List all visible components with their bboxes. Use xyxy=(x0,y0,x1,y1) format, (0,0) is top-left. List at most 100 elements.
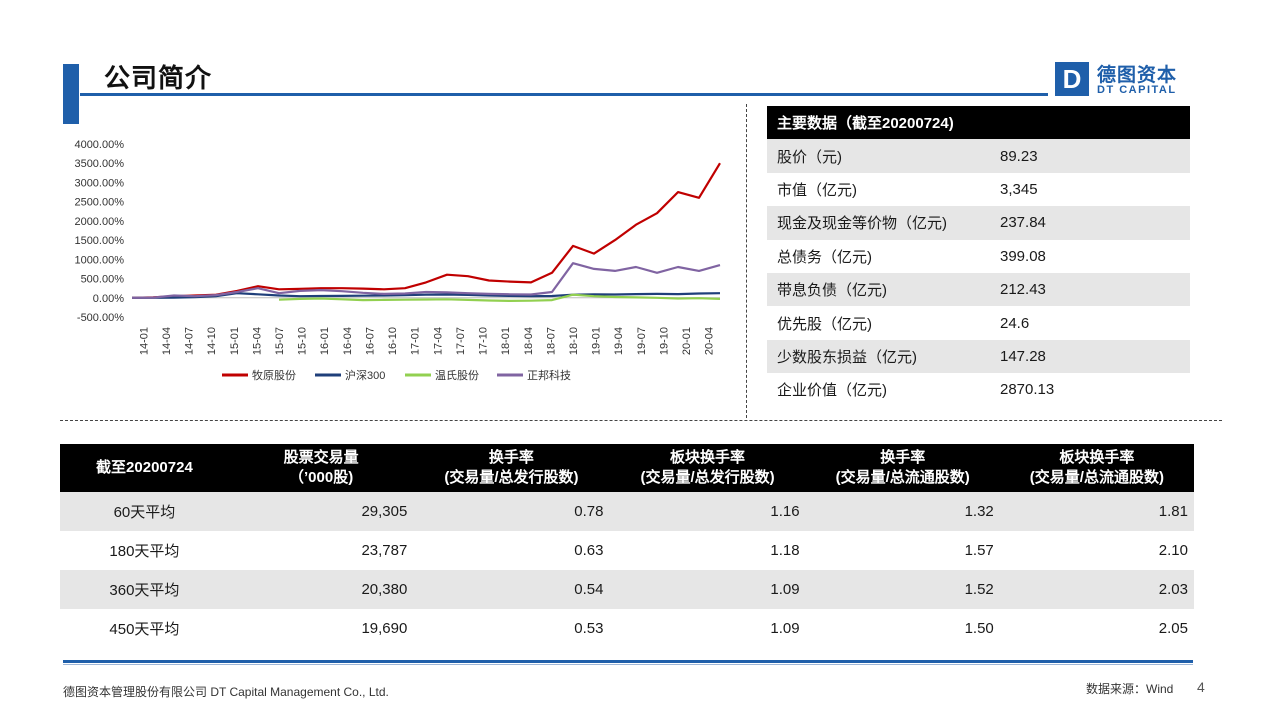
table-cell: 1.09 xyxy=(609,570,806,609)
data-source: 数据来源：Wind xyxy=(1086,682,1174,696)
legend-label: 沪深300 xyxy=(345,368,385,382)
table-cell: 1.81 xyxy=(999,492,1194,531)
x-tick-label: 16-07 xyxy=(364,327,376,355)
x-tick-label: 14-01 xyxy=(138,327,150,355)
legend-label: 温氏股份 xyxy=(435,369,479,382)
series-line xyxy=(278,293,721,302)
price-performance-chart: 4000.00% 3500.00% 3000.00% 2500.00% 2000.00%… xyxy=(60,130,730,390)
column-header: 换手率 (交易量/总流通股数) xyxy=(805,444,1000,492)
x-tick-label: 15-04 xyxy=(251,327,263,355)
turnover-table: 截至20200724 股票交易量 （’000股) 换手率 (交易量/总发行股数) 板… xyxy=(60,444,1194,648)
table-cell: 1.18 xyxy=(770,542,800,559)
x-tick-label: 18-04 xyxy=(523,327,535,355)
y-tick-label: -500.00% xyxy=(77,312,124,324)
key-data-row: 少数股东损益（亿元) 147.28 xyxy=(767,339,1190,374)
logo-chinese-name: 德图资本 xyxy=(1097,65,1178,86)
footer-company: 德图资本管理股份有限公司 DT Capital Management Co., … xyxy=(63,685,389,699)
key-data-value: 2870.13 xyxy=(1000,381,1055,399)
y-tick-label: 0.00% xyxy=(93,293,124,305)
logo-d-icon: D xyxy=(1055,62,1089,96)
y-tick-label: 1000.00% xyxy=(74,254,124,266)
key-data-label: 带息负债（亿元) xyxy=(767,272,990,307)
x-tick-label: 16-01 xyxy=(319,327,331,355)
table-cell: 1.09 xyxy=(770,620,800,637)
table-cell: 29,305 xyxy=(228,492,414,531)
key-data-value: 3,345 xyxy=(1000,180,1038,198)
table-cell: 23,787 xyxy=(361,542,408,559)
table-cell: 0.78 xyxy=(413,492,610,531)
x-tick-label: 18-07 xyxy=(545,327,557,355)
x-tick-label: 20-04 xyxy=(704,327,716,355)
key-data-row: 带息负债（亿元) 212.43 xyxy=(767,272,1190,307)
table-cell: 1.50 xyxy=(964,620,994,637)
x-tick-label: 16-10 xyxy=(387,327,399,355)
y-tick-label: 1500.00% xyxy=(74,235,124,247)
y-tick-label: 3000.00% xyxy=(74,177,124,189)
y-tick-label: 2500.00% xyxy=(74,197,124,209)
column-header: 截至20200724 xyxy=(60,444,229,492)
x-tick-label: 14-10 xyxy=(206,327,218,355)
key-data-value: 212.43 xyxy=(990,272,1190,307)
table-cell: 2.03 xyxy=(999,570,1194,609)
page-number: 4 xyxy=(1197,679,1205,695)
key-data-label: 市值（亿元) xyxy=(777,181,857,199)
x-tick-label: 15-10 xyxy=(297,327,309,355)
table-cell: 1.16 xyxy=(609,492,806,531)
table-cell: 19,690 xyxy=(361,620,408,637)
title-accent-bar xyxy=(63,64,79,124)
column-header: 股票交易量 （’000股) xyxy=(228,444,414,492)
key-data-label: 总债务（亿元) xyxy=(777,248,872,266)
table-row: 450天平均 19,690 0.53 1.09 1.50 2.05 xyxy=(60,609,1194,648)
x-tick-label: 17-01 xyxy=(410,327,422,355)
footer-divider xyxy=(63,660,1193,663)
key-data-label: 企业价值（亿元) xyxy=(777,382,887,400)
x-tick-label: 19-07 xyxy=(636,327,648,355)
key-data-header-row: 主要数据（截至20200724) xyxy=(767,106,1190,140)
x-tick-label: 17-04 xyxy=(432,327,444,355)
y-tick-label: 500.00% xyxy=(81,274,125,286)
table-cell: 2.10 xyxy=(1158,542,1188,559)
horizontal-divider xyxy=(60,420,1222,421)
key-data-label: 少数股东损益（亿元) xyxy=(767,339,990,374)
chart-svg: 4000.00% 3500.00% 3000.00% 2500.00% 2000.00%… xyxy=(74,139,721,382)
x-tick-label: 16-04 xyxy=(342,327,354,355)
table-cell: 2.05 xyxy=(1158,620,1188,637)
series-line xyxy=(131,162,721,299)
key-data-row: 优先股（亿元) 24.6 xyxy=(767,306,1190,339)
row-label: 360天平均 xyxy=(60,570,229,609)
table-cell: 0.53 xyxy=(574,620,604,637)
series-line xyxy=(131,262,721,299)
table-cell: 1.52 xyxy=(805,570,1000,609)
key-data-label: 优先股（亿元) xyxy=(777,315,872,333)
logo-letter: D xyxy=(1063,64,1082,94)
x-tick-label: 19-10 xyxy=(658,327,670,355)
table-cell: 0.63 xyxy=(574,542,604,559)
key-data-value: 399.08 xyxy=(1000,247,1046,265)
table-row: 180天平均 23,787 0.63 1.18 1.57 2.10 xyxy=(60,531,1194,570)
legend-label: 正邦科技 xyxy=(527,368,571,382)
x-tick-label: 15-01 xyxy=(229,327,241,355)
y-tick-label: 3500.00% xyxy=(74,158,124,170)
key-data-row: 市值（亿元) 3,345 xyxy=(767,173,1190,206)
company-logo: D 德图资本 DT CAPITAL xyxy=(1055,60,1185,100)
key-data-row: 企业价值（亿元) 2870.13 xyxy=(767,373,1190,406)
column-header: 换手率 (交易量/总发行股数) xyxy=(413,444,610,492)
column-header: 板块换手率 (交易量/总流通股数) xyxy=(999,444,1194,492)
row-label: 180天平均 xyxy=(109,543,180,560)
key-data-row: 现金及现金等价物（亿元) 237.84 xyxy=(767,206,1190,240)
logo-english-name: DT CAPITAL xyxy=(1097,84,1177,96)
key-data-value: 24.6 xyxy=(1000,314,1030,332)
vertical-divider xyxy=(746,104,747,418)
turnover-header-row: 截至20200724 股票交易量 （’000股) 换手率 (交易量/总发行股数) 板… xyxy=(60,444,1194,492)
x-tick-label: 19-01 xyxy=(591,327,603,355)
key-data-header: 主要数据（截至20200724) xyxy=(767,106,1190,140)
page-title: 公司简介 xyxy=(104,63,213,93)
row-label: 450天平均 xyxy=(109,621,180,638)
x-tick-label: 17-07 xyxy=(455,327,467,355)
legend-label: 牧原股份 xyxy=(252,368,296,382)
key-data-row: 股价（元) 89.23 xyxy=(767,139,1190,173)
table-cell: 0.54 xyxy=(413,570,610,609)
x-tick-label: 20-01 xyxy=(681,327,693,355)
key-data-table: 主要数据（截至20200724) 股价（元) 89.23 市值（亿元) 3,34… xyxy=(767,106,1190,407)
key-data-value: 237.84 xyxy=(990,206,1190,240)
